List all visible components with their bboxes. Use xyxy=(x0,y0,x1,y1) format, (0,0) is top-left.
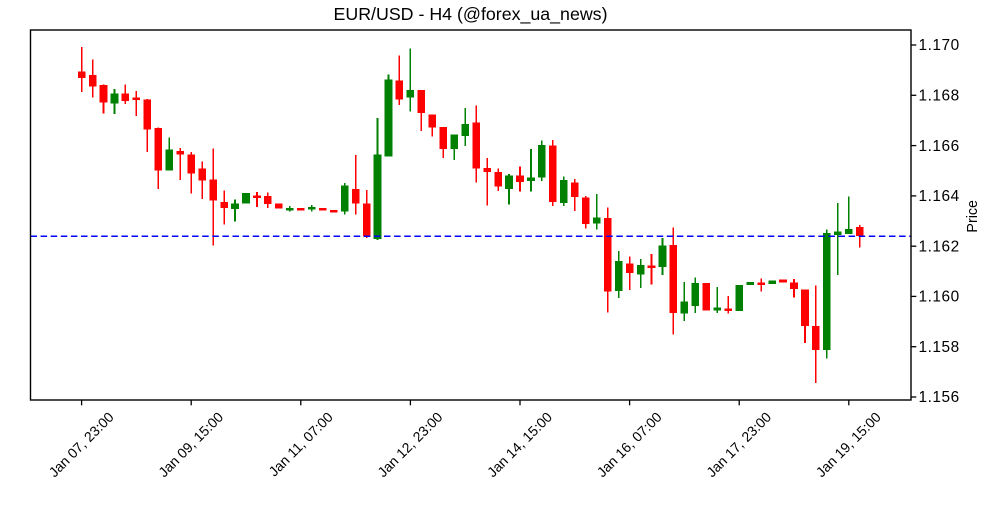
svg-text:Price: Price xyxy=(965,200,981,233)
svg-text:1.168: 1.168 xyxy=(919,88,960,105)
svg-text:1.158: 1.158 xyxy=(919,339,960,356)
svg-text:EUR/USD - H4 (@forex_ua_news): EUR/USD - H4 (@forex_ua_news) xyxy=(334,4,608,25)
svg-text:1.162: 1.162 xyxy=(919,238,960,255)
svg-text:1.164: 1.164 xyxy=(919,188,960,205)
svg-text:1.160: 1.160 xyxy=(919,289,960,306)
svg-text:1.156: 1.156 xyxy=(919,389,960,406)
svg-text:1.170: 1.170 xyxy=(919,37,960,54)
svg-text:1.166: 1.166 xyxy=(919,138,960,155)
